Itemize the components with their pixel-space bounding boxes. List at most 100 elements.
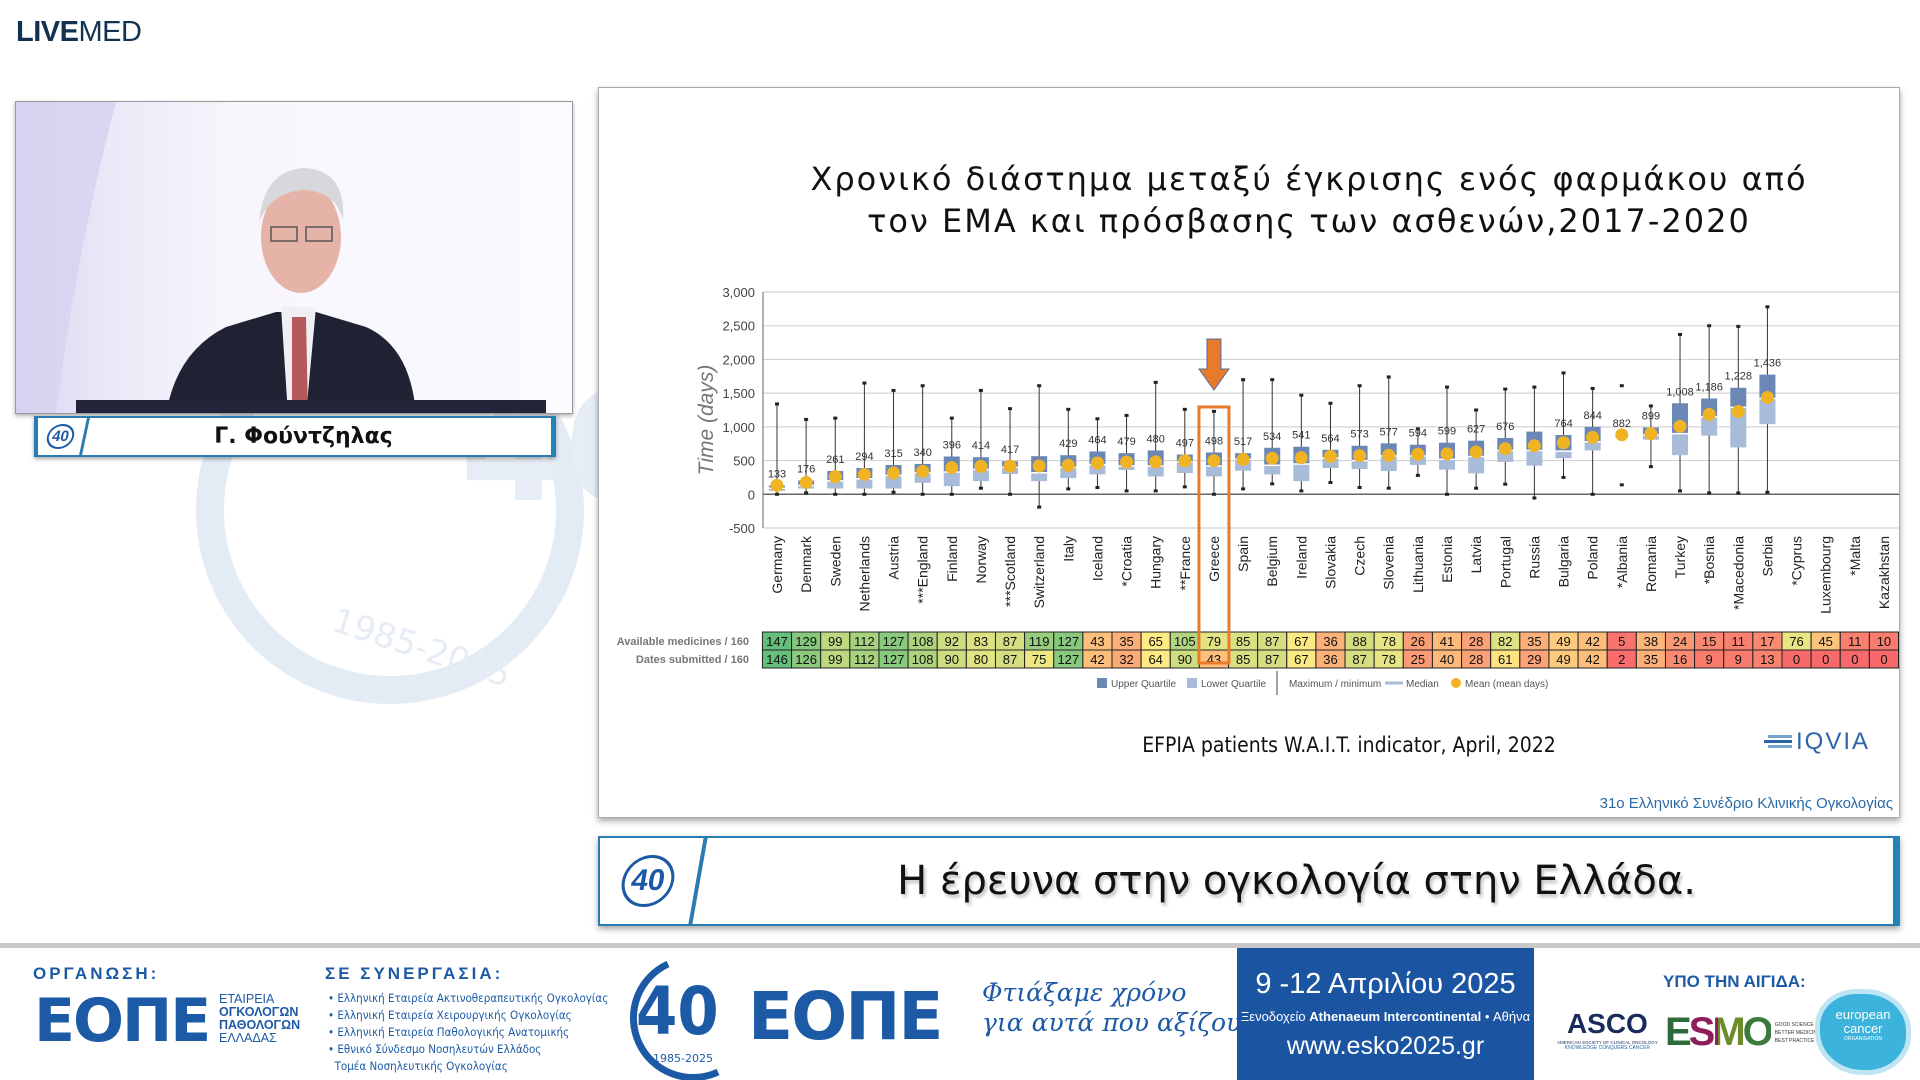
table-cell-value: 82	[1498, 634, 1512, 649]
whisker-cap	[891, 490, 896, 494]
whisker-cap	[1619, 384, 1624, 388]
mean-value-label: 599	[1438, 426, 1456, 438]
mean-dot	[1032, 459, 1046, 473]
whisker-cap	[1124, 413, 1129, 417]
table-cell-value: 32	[1119, 652, 1133, 667]
x-tick-label: Turkey	[1672, 536, 1688, 578]
mean-dot	[1323, 449, 1337, 463]
iqvia-stripes-icon	[1764, 735, 1792, 748]
mean-dot	[1586, 430, 1600, 444]
table-cell-value: 85	[1236, 652, 1250, 667]
x-tick-label: *Bosnia	[1701, 536, 1717, 584]
x-tick-label: Austria	[886, 536, 902, 580]
table-cell-value: 42	[1090, 652, 1104, 667]
mean-dot	[1265, 451, 1279, 465]
esmo-text: ESMO	[1665, 1010, 1774, 1054]
whisker-cap	[804, 491, 809, 495]
asco-tagline: KNOWLEDGE CONQUERS CANCER	[1564, 1045, 1651, 1051]
whisker-cap	[1590, 386, 1595, 390]
whisker-cap	[1736, 324, 1741, 328]
table-cell-value: 26	[1411, 634, 1425, 649]
livemed-logo: LIVEMED	[16, 16, 142, 49]
x-tick-label: Greece	[1206, 536, 1222, 582]
legend-label: Mean (mean days)	[1465, 679, 1548, 690]
mean-value-label: 417	[1001, 444, 1019, 456]
table-cell-value: 76	[1789, 634, 1803, 649]
chart-source: EFPIA patients W.A.I.T. indicator, April…	[1142, 733, 1556, 757]
y-tick-label: 1,000	[722, 420, 755, 435]
table-cell-value: 78	[1381, 634, 1395, 649]
x-tick-label: Denmark	[798, 535, 814, 593]
table-cell-value: 119	[1029, 634, 1050, 649]
table-cell-value: 61	[1498, 652, 1512, 667]
lower-quartile-box	[1497, 450, 1514, 462]
whisker-cap	[1008, 407, 1013, 411]
mean-value-label: 1,186	[1695, 382, 1723, 394]
whisker-cap	[862, 492, 867, 496]
table-cell-value: 49	[1556, 652, 1570, 667]
legend-swatch-lower	[1187, 678, 1197, 688]
x-tick-label: Netherlands	[856, 536, 872, 612]
lower-quartile-box	[1730, 407, 1747, 448]
eco-logo: european cancer ORGANISATION	[1820, 994, 1906, 1070]
whisker-cap	[1270, 378, 1275, 382]
eco-text: ORGANISATION	[1844, 1036, 1882, 1042]
mean-dot	[1207, 454, 1221, 468]
partners-label: ΣΕ ΣΥΝΕΡΓΑΣΙΑ:	[325, 964, 504, 983]
mean-value-label: 676	[1496, 421, 1514, 433]
lower-quartile-box	[827, 480, 844, 489]
table-row-label: Available medicines / 160	[617, 636, 749, 648]
lower-quartile-box	[1584, 441, 1601, 451]
mean-value-label: 564	[1321, 433, 1339, 445]
whisker-cap	[1532, 496, 1537, 500]
x-tick-label: Czech	[1352, 536, 1368, 576]
anniv-years: 1985-2025	[653, 1052, 713, 1065]
table-cell-value: 41	[1440, 634, 1454, 649]
speaker-name-bar: 40 Γ. Φούντζηλας	[34, 416, 556, 457]
x-tick-label: Bulgaria	[1556, 536, 1572, 588]
mean-value-label: 261	[826, 454, 844, 466]
sponsor-footer: ΟΡΓΑΝΩΣΗ: ΕΟΠΕ ΕΤΑΙΡΕΙΑ ΟΓΚΟΛΟΓΩΝ ΠΑΘΟΛΟ…	[0, 943, 1920, 1080]
table-cell-value: 99	[828, 652, 842, 667]
y-tick-label: 2,000	[722, 352, 755, 367]
eco-text: european	[1835, 1007, 1891, 1022]
whisker-cap	[1619, 483, 1624, 487]
table-cell-value: 43	[1090, 634, 1104, 649]
x-tick-label: Iceland	[1089, 536, 1105, 581]
mean-value-label: 133	[768, 468, 786, 480]
whisker-cap	[1066, 407, 1071, 411]
brand-thin: MED	[78, 16, 142, 48]
whisker-cap	[1474, 408, 1479, 412]
whisker-cap	[1444, 492, 1449, 496]
mean-value-label: 1,436	[1754, 358, 1782, 370]
mean-dot	[1294, 451, 1308, 465]
organization-label: ΟΡΓΑΝΩΣΗ:	[33, 964, 160, 983]
table-cell-value: 108	[912, 634, 934, 649]
table-cell-value: 112	[854, 634, 875, 649]
whisker-cap	[1008, 492, 1013, 496]
iqvia-logo: IQVIA	[1764, 728, 1870, 756]
table-cell-value: 90	[945, 652, 959, 667]
mean-dot	[916, 464, 930, 478]
mean-value-label: 573	[1350, 429, 1368, 441]
whisker-cap	[920, 492, 925, 496]
x-tick-label: Lithuania	[1410, 536, 1426, 593]
mean-dot	[1353, 449, 1367, 463]
lower-quartile-box	[1031, 472, 1048, 482]
partner-item: • Ελληνική Εταιρεία Χειρουργικής Ογκολογ…	[328, 1008, 572, 1022]
slide-title: Χρονικό διάστημα μεταξύ έγκρισης ενός φα…	[599, 158, 1899, 242]
congress-website[interactable]: www.esko2025.gr	[1286, 1032, 1485, 1060]
session-title-bar: 40 Η έρευνα στην ογκολογία στην Ελλάδα.	[592, 836, 1900, 926]
mean-dot	[1061, 458, 1075, 472]
x-tick-label: Germany	[769, 536, 785, 594]
lower-quartile-box	[1205, 465, 1222, 477]
whisker-cap	[949, 492, 954, 496]
eco-text: cancer	[1843, 1021, 1883, 1036]
logo-text: 40	[44, 424, 77, 449]
table-cell-value: 127	[1057, 652, 1079, 667]
mean-dot	[1003, 459, 1017, 473]
table-cell-value: 126	[795, 652, 817, 667]
x-tick-label: Russia	[1526, 536, 1542, 579]
table-cell-value: 87	[1352, 652, 1366, 667]
x-tick-label: Kazakhstan	[1876, 536, 1892, 609]
